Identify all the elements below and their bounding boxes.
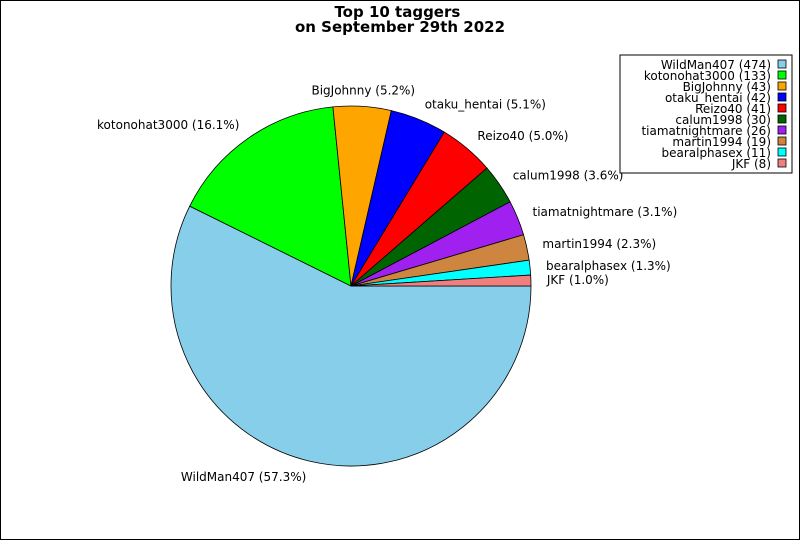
slice-label-tiamatnightmare: tiamatnightmare (3.1%) <box>533 205 678 219</box>
legend-swatch-bearalphasex <box>777 147 787 157</box>
chart-title-line-1: Top 10 taggers <box>334 3 460 21</box>
pie-slice-kotonohat3000 <box>189 106 352 287</box>
legend-label-bearalphasex: bearalphasex (11) <box>661 146 771 160</box>
legend-label-reizo40: Reizo40 (41) <box>695 102 771 116</box>
legend: WildMan407 (474)kotonohat3000 (133)BigJo… <box>619 54 793 174</box>
legend-label-otaku-hentai: otaku_hentai (42) <box>665 91 771 105</box>
legend-swatch-bigjohnny <box>777 81 787 91</box>
legend-items: WildMan407 (474)kotonohat3000 (133)BigJo… <box>641 58 787 171</box>
legend-swatch-jkf <box>777 158 787 168</box>
slice-label-reizo40: Reizo40 (5.0%) <box>477 129 568 143</box>
legend-swatch-calum1998 <box>777 114 787 124</box>
slice-label-bigjohnny: BigJohnny (5.2%) <box>311 83 415 97</box>
legend-label-martin1994: martin1994 (19) <box>672 135 771 149</box>
legend-swatch-reizo40 <box>777 103 787 113</box>
slice-label-calum1998: calum1998 (3.6%) <box>513 168 624 182</box>
chart-title: Top 10 taggers on September 29th 2022 <box>295 3 505 36</box>
chart-title-line-2: on September 29th 2022 <box>295 18 505 36</box>
legend-label-wildman407: WildMan407 (474) <box>661 58 771 72</box>
pie-slice-jkf <box>350 274 532 287</box>
legend-label-kotonohat3000: kotonohat3000 (133) <box>644 69 771 83</box>
slice-label-martin1994: martin1994 (2.3%) <box>542 237 656 251</box>
slice-label-kotonohat3000: kotonohat3000 (16.1%) <box>97 118 239 132</box>
slice-label-jkf: JKF (1.0%) <box>546 273 609 287</box>
legend-box <box>619 54 793 174</box>
legend-swatch-martin1994 <box>777 136 787 146</box>
legend-label-jkf: JKF (8) <box>731 157 771 171</box>
legend-swatch-kotonohat3000 <box>777 70 787 80</box>
slice-label-otaku-hentai: otaku_hentai (5.1%) <box>425 97 546 111</box>
pie-slices <box>170 105 532 467</box>
pie-slice-labels: WildMan407 (57.3%) kotonohat3000 (16.1%) B… <box>97 83 677 483</box>
legend-label-tiamatnightmare: tiamatnightmare (26) <box>641 124 771 138</box>
pie-slice-wildman407 <box>170 205 532 467</box>
slice-label-wildman407: WildMan407 (57.3%) <box>181 470 306 484</box>
legend-swatch-tiamatnightmare <box>777 125 787 135</box>
legend-label-calum1998: calum1998 (30) <box>675 113 771 127</box>
slice-label-bearalphasex: bearalphasex (1.3%) <box>546 259 671 273</box>
legend-swatch-wildman407 <box>777 59 787 69</box>
legend-label-bigjohnny: BigJohnny (43) <box>683 80 771 94</box>
legend-swatch-otaku-hentai <box>777 92 787 102</box>
